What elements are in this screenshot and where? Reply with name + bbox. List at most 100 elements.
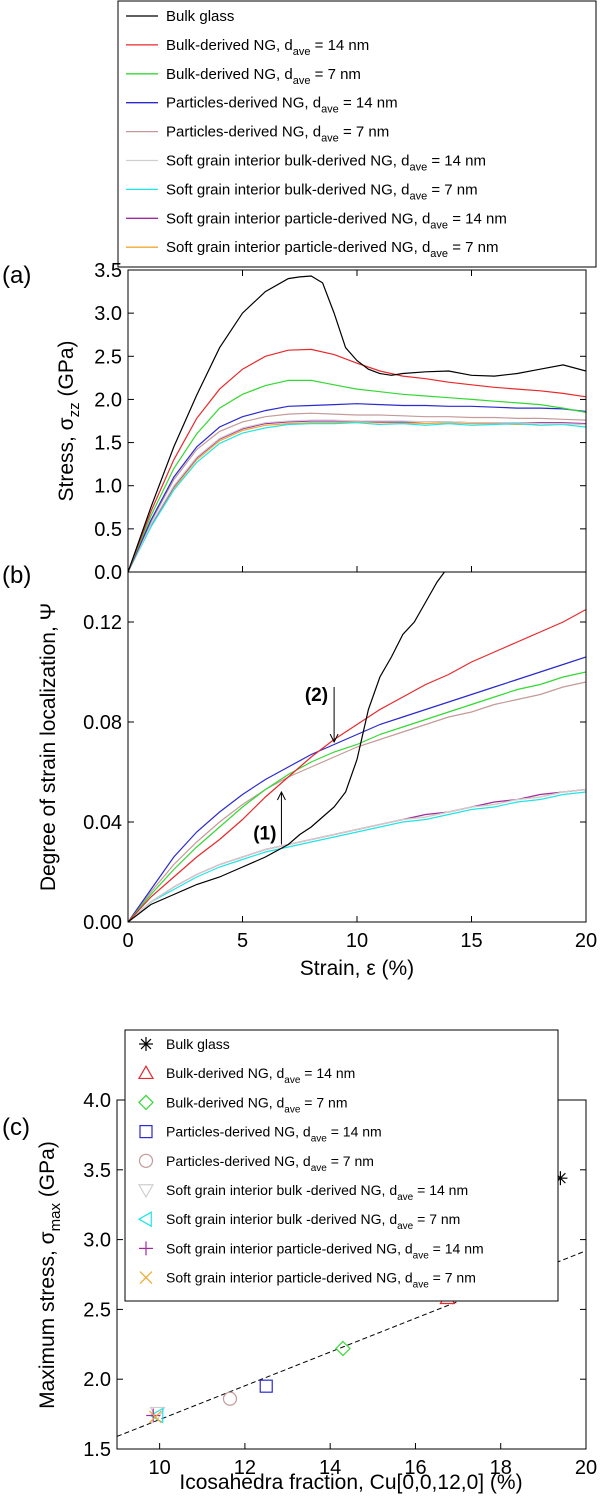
panel-c-point-part_ng_14 <box>259 1379 273 1393</box>
legend-c-label-soft_part_14: Soft grain interior particle-derived NG,… <box>166 1240 484 1261</box>
legend-ab-label-soft_bulk_7: Soft grain interior bulk-derived NG, dav… <box>166 181 478 202</box>
panel-b-xtick-label: 15 <box>460 930 482 952</box>
legend-c-marker-soft_part_14 <box>139 1241 153 1256</box>
panel-a-ytick-label: 0.5 <box>94 519 122 541</box>
legend-c-label-soft_bulk_14: Soft grain interior bulk -derived NG, da… <box>166 1182 468 1203</box>
panel-a-line-soft_bulk_14 <box>128 419 586 572</box>
panel-a-line-bulk_glass <box>128 275 586 572</box>
panel-b-line-soft_bulk_7 <box>128 791 586 922</box>
panel-a-series <box>128 275 586 572</box>
panel-b-line-soft_part_14 <box>128 788 586 922</box>
panel-a-ytick-label: 0.0 <box>94 562 122 584</box>
panel-a-ytick-label: 3.5 <box>94 260 122 282</box>
panel-b-annotations: (1) (2) <box>253 685 339 845</box>
panel-c-point-bulk_ng_7 <box>335 1340 351 1357</box>
legend-c-label-soft_bulk_7: Soft grain interior bulk -derived NG, da… <box>166 1211 460 1232</box>
panel-a-stress-strain: 0.0 0.5 1.0 1.5 2.0 2.5 3.0 3.5 Stress, σzz (GP… <box>55 260 587 584</box>
panel-b-line-soft_bulk_14 <box>128 788 586 922</box>
panel-b-xtick-label: 0 <box>122 930 133 952</box>
panel-c-xtick-label: 20 <box>575 1457 597 1479</box>
legend-ab-label-part_ng_7: Particles-derived NG, dave = 7 nm <box>166 124 389 145</box>
panel-c-ytick-label: 4.0 <box>83 1090 111 1112</box>
legend-ab-label-soft_part_14: Soft grain interior particle-derived NG,… <box>166 210 507 231</box>
legend-c-label-bulk_ng_14: Bulk-derived NG, dave = 14 nm <box>166 1065 355 1086</box>
panel-b-annot-label: (2) <box>305 685 328 706</box>
panel-a-line-soft_part_14 <box>128 420 586 572</box>
panel-b-xlabel: Strain, ε (%) <box>300 957 414 980</box>
panel-c-xtick-label: 10 <box>149 1457 171 1479</box>
panel-c-ylabel: Maximum stress, σmax (GPa) <box>36 1141 64 1409</box>
panel-c-xlabel: Icosahedra fraction, Cu[0,0,12,0] (%) <box>179 1471 522 1494</box>
panel-c-ticks: 1.5 2.0 2.5 3.0 3.5 4.0 10 12 14 16 18 20 <box>83 1090 597 1479</box>
legend-c-marker-bulk_ng_14 <box>137 1064 155 1080</box>
panel-b-annot-label: (1) <box>253 824 276 845</box>
panel-a-line-soft_part_7 <box>128 421 586 572</box>
panel-b-ytick-label: 0.00 <box>83 912 122 934</box>
panel-a-ytick-label: 1.0 <box>94 476 122 498</box>
panel-a-ylabel: Stress, σzz (GPa) <box>55 341 83 502</box>
panel-a-line-bulk_ng_14 <box>128 348 586 572</box>
panel-b-ytick-label: 0.04 <box>83 812 122 834</box>
panel-b-line-bulk_ng_7 <box>128 671 586 922</box>
legend-ab: Bulk glass Bulk-derived NG, dave = 14 nm B… <box>117 0 597 268</box>
panel-b-series <box>128 572 586 922</box>
panel-label-c: (c) <box>2 1114 30 1141</box>
legend-c-label-bulk_glass: Bulk glass <box>166 1036 230 1052</box>
panel-c-max-stress: 1.5 2.0 2.5 3.0 3.5 4.0 10 12 14 16 18 20 Bulk glas… <box>36 1029 597 1494</box>
panel-c-point-part_ng_7 <box>222 1391 238 1406</box>
panel-b-arrow-2 <box>329 687 339 744</box>
panel-a-ytick-label: 3.0 <box>94 303 122 325</box>
panel-b-line-part_ng_7 <box>128 681 586 922</box>
panel-b-ylabel: Degree of strain localization, Ψ <box>37 603 60 891</box>
panel-c-xtick-label: 16 <box>404 1457 426 1479</box>
legend-ab-label-bulk_glass: Bulk glass <box>166 8 234 25</box>
panel-a-line-part_ng_7 <box>128 412 586 572</box>
panel-label-b: (b) <box>2 562 31 589</box>
panel-c-ytick-label: 3.5 <box>83 1160 111 1182</box>
panel-c-ytick-label: 1.5 <box>83 1439 111 1461</box>
legend-c-box <box>124 1029 559 1302</box>
legend-c-label-part_ng_14: Particles-derived NG, dave = 14 nm <box>166 1124 382 1145</box>
panel-c-point-soft_part_7 <box>148 1410 162 1424</box>
legend-c-marker-part_ng_7 <box>138 1153 154 1168</box>
panel-c-ytick-label: 3.0 <box>83 1230 111 1252</box>
panel-b-line-bulk_glass <box>128 572 446 922</box>
panel-b-xtick-label: 10 <box>346 930 368 952</box>
panel-a-line-soft_bulk_7 <box>128 422 586 572</box>
legend-c-marker-bulk_ng_7 <box>138 1094 154 1111</box>
legend-c-label-bulk_ng_7: Bulk-derived NG, dave = 7 nm <box>166 1094 348 1115</box>
panel-b-frame <box>127 571 587 923</box>
panel-b-ytick-label: 0.08 <box>83 712 122 734</box>
legend-ab-box <box>117 0 597 268</box>
legend-ab-label-soft_part_7: Soft grain interior particle-derived NG,… <box>166 239 498 260</box>
legend-ab-label-soft_bulk_14: Soft grain interior bulk-derived NG, dav… <box>166 153 486 174</box>
legend-c-marker-soft_bulk_14 <box>137 1184 155 1199</box>
panel-c-xtick-label: 18 <box>490 1457 512 1479</box>
panel-b-localization: 0.00 0.04 0.08 0.12 0 5 10 15 20 (1) (2) Degree o… <box>37 571 597 980</box>
panel-label-a: (a) <box>2 262 31 289</box>
legend-c-label-soft_part_7: Soft grain interior particle-derived NG,… <box>166 1270 476 1291</box>
legend-ab-label-bulk_ng_14: Bulk-derived NG, dave = 14 nm <box>166 37 369 58</box>
panel-a-line-bulk_ng_7 <box>128 379 586 572</box>
legend-c-marker-soft_bulk_7 <box>137 1211 152 1228</box>
panel-a-ticks: 0.0 0.5 1.0 1.5 2.0 2.5 3.0 3.5 <box>94 260 587 584</box>
panel-a-ytick-label: 1.5 <box>94 433 122 455</box>
panel-a-ytick-label: 2.0 <box>94 389 122 411</box>
panel-b-arrow-1 <box>276 790 286 845</box>
panel-a-ytick-label: 2.5 <box>94 346 122 368</box>
panel-c-ytick-label: 2.5 <box>83 1299 111 1321</box>
panel-c-xtick-label: 12 <box>234 1457 256 1479</box>
panel-b-xtick-label: 20 <box>575 930 597 952</box>
panel-c-ytick-label: 2.0 <box>83 1369 111 1391</box>
legend-ab-label-bulk_ng_7: Bulk-derived NG, dave = 7 nm <box>166 66 361 87</box>
legend-c-marker-bulk_glass <box>139 1037 153 1051</box>
legend-c-marker-part_ng_14 <box>139 1124 153 1139</box>
panel-a-line-part_ng_14 <box>128 403 586 572</box>
legend-ab-label-part_ng_14: Particles-derived NG, dave = 14 nm <box>166 95 398 116</box>
panel-b-ytick-label: 0.12 <box>83 612 122 634</box>
panel-c-xtick-label: 14 <box>319 1457 341 1479</box>
legend-c: Bulk glass Bulk-derived NG, dave = 14 nm B… <box>124 1029 559 1302</box>
panel-b-xtick-label: 5 <box>237 930 248 952</box>
legend-c-label-part_ng_7: Particles-derived NG, dave = 7 nm <box>166 1153 374 1174</box>
